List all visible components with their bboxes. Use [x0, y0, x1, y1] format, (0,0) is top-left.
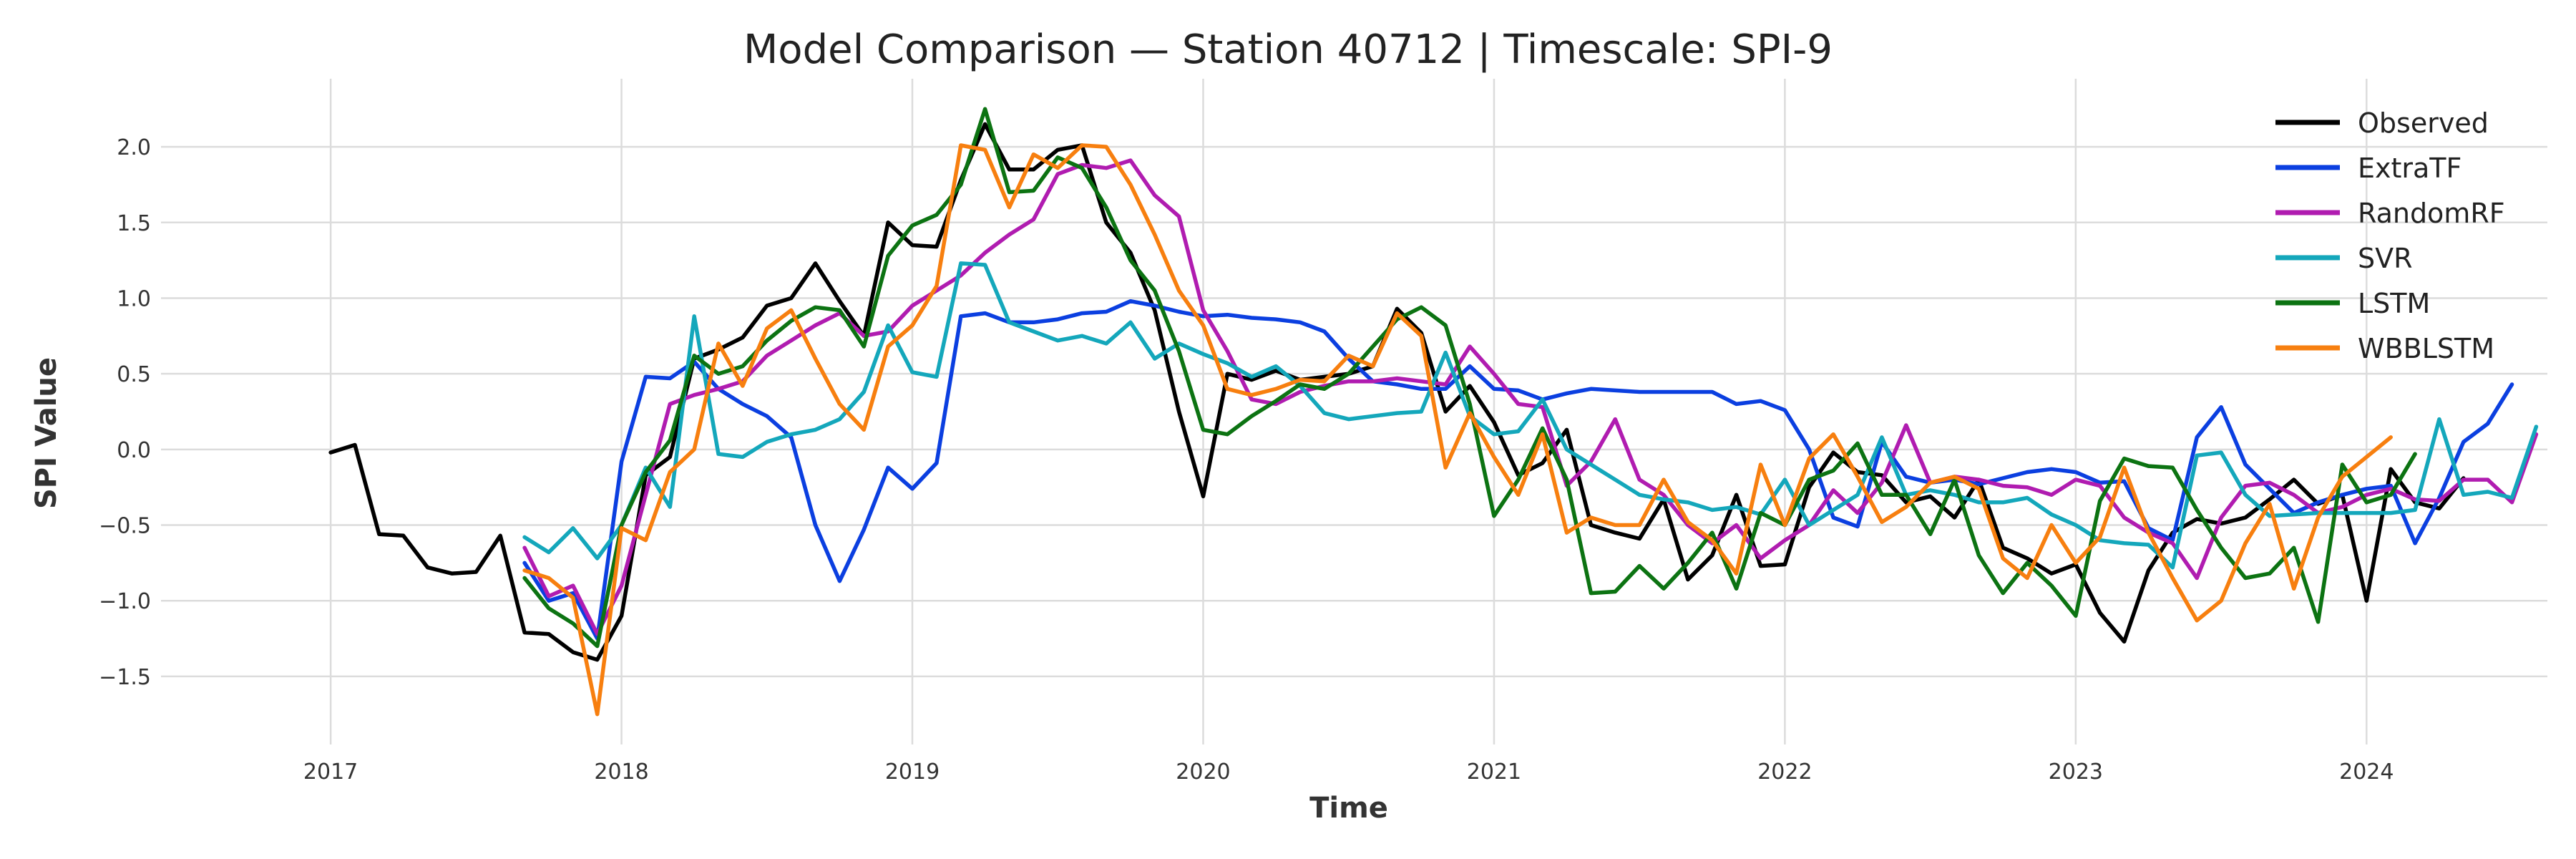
y-axis-label: SPI Value [30, 357, 63, 509]
series-line-randomrf [522, 158, 2539, 636]
series-line-observed [328, 122, 2466, 662]
x-tick-label: 2020 [1176, 759, 1230, 785]
grid [161, 79, 2547, 744]
legend: Observed ExtraTF RandomRF SVR LSTM WBBLSTM [2275, 107, 2505, 364]
x-tick-label: 2018 [594, 759, 648, 785]
legend-label-svr: SVR [2358, 243, 2413, 274]
y-tick-label: 1.0 [117, 286, 151, 311]
y-tick-label: −1.5 [99, 665, 151, 690]
x-tick-label: 2022 [1757, 759, 1812, 785]
y-tick-label: 0.0 [117, 438, 151, 463]
x-tick-label: 2023 [2049, 759, 2103, 785]
series-line-extratf [522, 299, 2514, 641]
y-tick-label: −1.0 [99, 589, 151, 614]
y-tick-label: 2.0 [117, 135, 151, 160]
series-line-lstm [522, 107, 2417, 649]
legend-label-lstm: LSTM [2358, 288, 2430, 319]
x-tick-label: 2017 [303, 759, 358, 785]
legend-label-extratf: ExtraTF [2358, 152, 2462, 184]
chart-title: Model Comparison — Station 40712 | Times… [743, 26, 1833, 73]
y-tick-label: 0.5 [117, 362, 151, 387]
y-tick-label: −0.5 [99, 514, 151, 539]
x-axis-label: Time [1309, 792, 1388, 825]
legend-label-randomrf: RandomRF [2358, 198, 2505, 229]
x-tick-label: 2024 [2339, 759, 2394, 785]
series-line-svr [522, 261, 2539, 570]
x-tick-label: 2021 [1467, 759, 1521, 785]
x-tick-label: 2019 [885, 759, 940, 785]
series-group [328, 107, 2539, 717]
x-axis-ticks: 2017 2018 2019 2020 2021 2022 2023 2024 [303, 759, 2394, 785]
y-tick-label: 1.5 [117, 211, 151, 236]
series-line-wbblstm [522, 143, 2393, 717]
y-axis-ticks: 2.0 1.5 1.0 0.5 0.0 −0.5 −1.0 −1.5 [99, 135, 151, 690]
legend-label-wbblstm: WBBLSTM [2358, 333, 2494, 364]
legend-label-observed: Observed [2358, 107, 2489, 139]
